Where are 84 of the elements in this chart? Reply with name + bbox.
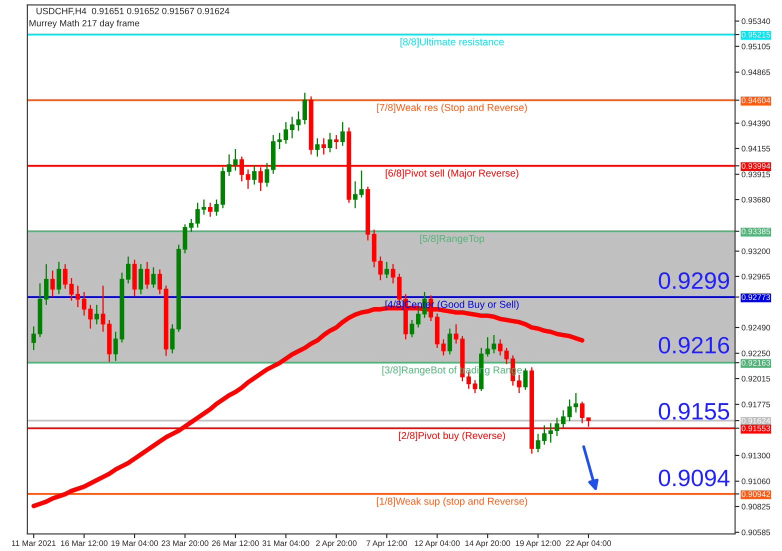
- y-tick-label: 0.94155: [742, 146, 770, 152]
- x-tick-label: 12 Apr 04:00: [414, 540, 460, 548]
- x-tick-label: 22 Apr 04:00: [566, 540, 612, 548]
- y-tick-label: 0.90825: [742, 504, 770, 510]
- text: 0.9299: [658, 272, 730, 289]
- y-tick-label: 0.91060: [742, 478, 770, 484]
- candlestick: [448, 328, 452, 355]
- ref-line-label: [2/8]Pivot buy (Reverse): [399, 432, 506, 442]
- candlestick: [315, 138, 320, 158]
- y-tick-label: 0.95105: [742, 44, 770, 50]
- y-tick-label: 0.92250: [742, 350, 770, 356]
- candlestick: [246, 168, 250, 190]
- y-tick-label: 0.92015: [742, 376, 770, 382]
- y-tick-label: 0.94865: [742, 69, 770, 76]
- candlestick: [264, 162, 270, 188]
- y-tick-label: 0.93994: [742, 163, 770, 169]
- candlestick: [580, 401, 584, 424]
- chart-title: USDCHF,H4 0.91651 0.91652 0.91567 0.91624: [36, 8, 230, 16]
- candlestick: [340, 122, 345, 146]
- ref-line-label: [8/8]Ultimate resistance: [400, 38, 504, 48]
- x-tick-label: 11 Mar 2021: [12, 540, 56, 546]
- y-tick-label: 0.95215: [742, 32, 770, 38]
- text: 0.9094: [658, 470, 730, 486]
- y-tick-label: 0.92965: [742, 274, 770, 280]
- candlestick: [126, 256, 130, 284]
- candlestick: [498, 338, 502, 356]
- ref-line-label: [4/8]Center (Good Buy or Sell): [385, 300, 519, 310]
- candlestick: [182, 224, 188, 254]
- candlestick: [56, 261, 62, 295]
- x-tick-label: 26 Mar 12:00: [212, 540, 259, 546]
- candlestick: [208, 202, 212, 218]
- y-tick-label: 0.90585: [742, 530, 770, 536]
- y-tick-label: 0.92773: [742, 294, 770, 300]
- y-tick-label: 0.94604: [742, 98, 770, 104]
- x-tick-label: 2 Apr 20:00: [316, 540, 357, 548]
- y-tick-label: 0.91300: [742, 452, 770, 458]
- candlestick: [76, 284, 80, 308]
- y-tick-label: 0.91775: [742, 402, 770, 408]
- candlestick: [410, 319, 414, 338]
- candlestick: [359, 170, 364, 198]
- candlestick: [158, 268, 162, 295]
- candlestick: [151, 266, 156, 288]
- y-tick-label: 0.93680: [742, 196, 770, 203]
- ref-line-label: [6/8]Pivot sell (Major Reverse): [386, 169, 518, 179]
- candlestick: [321, 138, 326, 156]
- candlestick: [94, 304, 99, 325]
- x-tick-label: 19 Apr 12:00: [516, 540, 561, 548]
- y-tick-label: 0.91624: [742, 418, 770, 424]
- candlestick: [189, 218, 194, 232]
- x-tick-label: 7 Apr 12:00: [366, 540, 408, 548]
- y-tick-label: 0.93385: [742, 228, 770, 234]
- y-tick-label: 0.93915: [742, 172, 770, 178]
- x-tick-label: 16 Mar 12:00: [60, 540, 108, 546]
- ref-line-label: [1/8]Weak sup (stop and Reverse): [376, 497, 528, 507]
- ref-line-label: [7/8]Weak res (Stop and Reverse): [377, 104, 527, 114]
- text: 0.9216: [658, 336, 730, 354]
- candlestick: [516, 374, 522, 394]
- candlestick: [352, 180, 358, 209]
- x-tick-label: 19 Mar 04:00: [111, 540, 158, 546]
- text: 0.9155: [658, 402, 730, 420]
- y-tick-label: 0.95340: [742, 18, 770, 24]
- candlestick: [138, 263, 144, 295]
- ref-line-label: [5/8]RangeTop: [420, 234, 484, 244]
- x-tick-label: 31 Mar 04:00: [262, 540, 310, 546]
- candlestick: [561, 410, 566, 428]
- y-tick-label: 0.92163: [742, 360, 770, 366]
- y-tick-label: 0.93200: [742, 248, 770, 254]
- candlestick: [302, 92, 308, 125]
- candlestick: [334, 134, 339, 150]
- candlestick: [144, 261, 150, 290]
- x-tick-label: 23 Mar 20:00: [162, 540, 208, 546]
- candlestick: [384, 261, 389, 279]
- candlestick: [62, 263, 68, 290]
- y-tick-label: 0.90942: [742, 491, 770, 497]
- candlestick: [44, 263, 49, 306]
- y-tick-label: 0.92490: [742, 324, 770, 330]
- text: Murrey Math 217 day frame: [30, 20, 140, 28]
- candlestick: [252, 164, 257, 186]
- y-tick-label: 0.94390: [742, 120, 770, 126]
- candlestick: [523, 368, 528, 390]
- candlestick: [170, 324, 175, 354]
- candlestick: [50, 270, 55, 297]
- y-tick-label: 0.91553: [742, 426, 770, 432]
- x-tick-label: 14 Apr 20:00: [465, 540, 510, 548]
